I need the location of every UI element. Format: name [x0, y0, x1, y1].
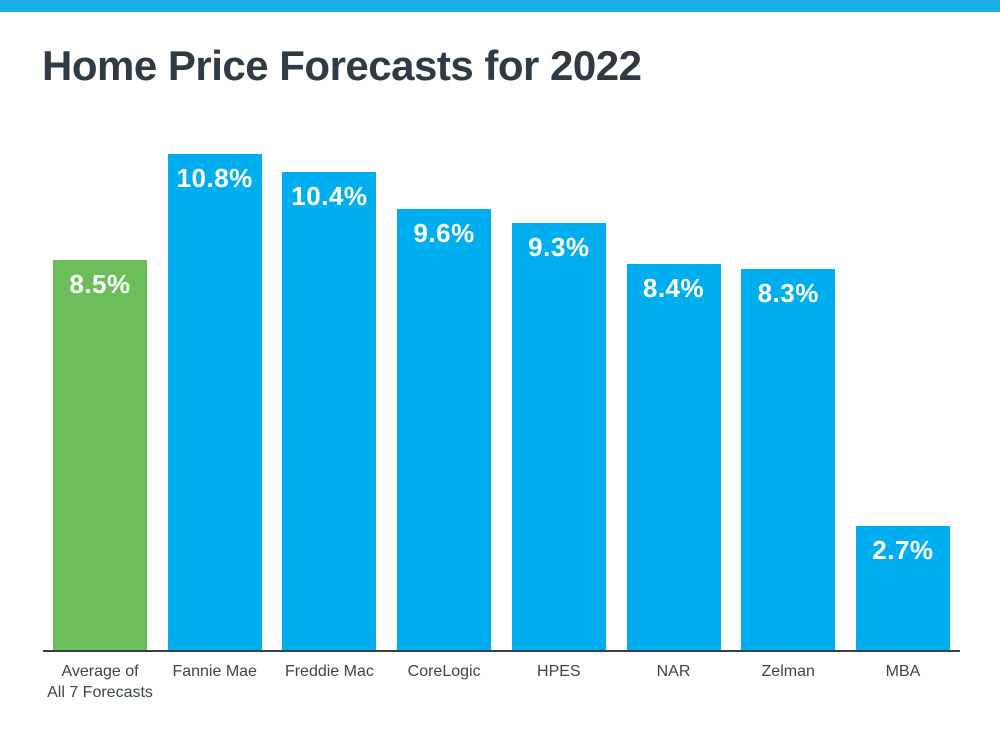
bar-column: 8.3% Zelman — [741, 154, 836, 680]
bar-category-label: CoreLogic — [407, 663, 481, 680]
bar: 8.4% — [626, 264, 721, 650]
page-title: Home Price Forecasts for 2022 — [42, 42, 642, 89]
bar-category-label: Freddie Mac — [284, 663, 374, 680]
bar-category-label: NAR — [656, 663, 691, 680]
bar-value-label: 10.4% — [291, 181, 368, 211]
bar-value-label: 2.7% — [872, 535, 934, 565]
bar-column: 8.4% NAR — [626, 154, 721, 680]
bar-category-label: Average of All 7 Forecasts — [47, 663, 153, 701]
bar-value-label: 9.6% — [413, 218, 475, 248]
bar-category-label: HPES — [537, 663, 581, 680]
bar-column: 9.6% CoreLogic — [397, 154, 492, 680]
x-axis-line — [43, 650, 960, 652]
bar-column: 8.5% Average of All 7 Forecasts — [47, 154, 153, 701]
bar-value-label: 10.8% — [176, 163, 253, 193]
bar: 9.6% — [397, 209, 492, 650]
bar-value-label: 8.3% — [757, 278, 819, 308]
bar-category-label: Fannie Mae — [172, 663, 257, 680]
bar-value-label: 8.4% — [642, 273, 705, 303]
bar-chart: 8.5% Average of All 7 Forecasts 10.8% Fanni… — [47, 154, 950, 701]
bar-column: 10.4% Freddie Mac — [282, 154, 377, 680]
bar-column: 2.7% MBA — [855, 154, 950, 680]
top-accent-bar — [0, 0, 1000, 12]
bar: 8.5% — [53, 260, 147, 650]
bar-category-label: Zelman — [761, 663, 815, 680]
bar-column: 10.8% Fannie Mae — [167, 154, 262, 680]
bar-category-label: MBA — [885, 663, 921, 680]
bar-value-label: 8.5% — [69, 269, 131, 299]
bar: 8.3% — [741, 269, 836, 650]
bar: 9.3% — [511, 223, 606, 650]
bar: 10.8% — [167, 154, 262, 650]
bar: 2.7% — [855, 526, 950, 650]
bar: 10.4% — [282, 172, 377, 650]
bar-value-label: 9.3% — [528, 232, 590, 262]
bar-column: 9.3% HPES — [511, 154, 606, 680]
